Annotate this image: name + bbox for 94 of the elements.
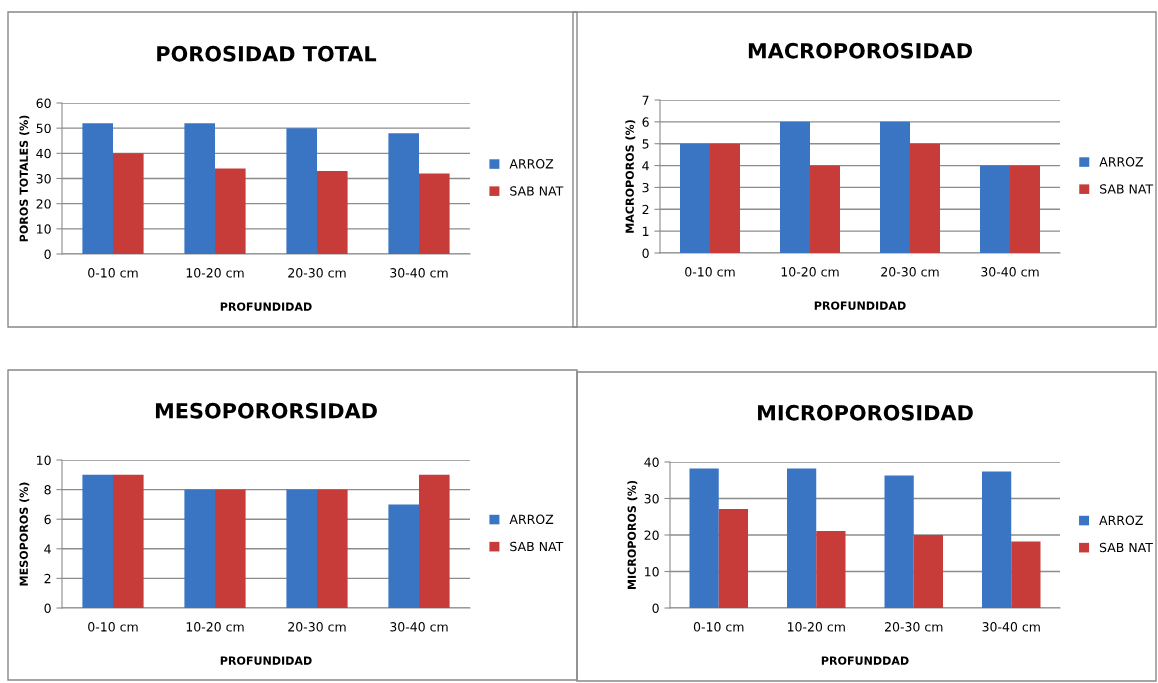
bar: [317, 170, 348, 254]
x-tick-label: 30-40 cm: [390, 622, 448, 632]
x-tick-label: 30-40 cm: [390, 268, 448, 278]
x-axis-title: PROFUNDIDAD: [220, 656, 312, 665]
bar: [82, 123, 113, 254]
bar: [816, 530, 846, 608]
y-tick-label: 30: [36, 173, 51, 184]
bar: [680, 143, 710, 253]
bar: [419, 173, 450, 254]
y-axis-title: MESOPOROS (%): [19, 482, 30, 586]
y-tick-label: 0: [44, 249, 51, 259]
y-tick-label: 8: [44, 485, 51, 495]
bar: [810, 165, 840, 253]
x-tick-label: 20-30 cm: [881, 267, 939, 277]
x-tick-label: 20-30 cm: [288, 622, 346, 632]
chart-title: MACROPOROSIDAD: [748, 42, 972, 59]
y-tick-label: 7: [642, 95, 649, 105]
y-tick-label: 4: [642, 161, 649, 171]
y-axis-title: POROS TOTALES (%): [19, 115, 30, 242]
x-axis-title: PROFUNDDAD: [821, 656, 909, 665]
x-tick-label: 20-30 cm: [288, 268, 346, 278]
y-tick-label: 40: [644, 457, 659, 467]
y-tick-label: 10: [37, 224, 51, 234]
bar: [82, 474, 113, 608]
x-tick-label: 0-10 cm: [693, 622, 744, 632]
y-tick-label: 2: [642, 204, 649, 215]
y-tick-label: 6: [44, 514, 51, 525]
legend-label: ARROZ: [1099, 515, 1143, 526]
bar: [780, 121, 810, 253]
bar: [980, 165, 1010, 253]
bar: [910, 143, 940, 253]
x-tick-label: 30-40 cm: [982, 622, 1040, 632]
bar: [1010, 165, 1040, 253]
legend-label: ARROZ: [509, 159, 554, 169]
bar: [317, 489, 348, 608]
y-tick-label: 4: [44, 544, 51, 554]
y-tick-label: 0: [652, 603, 659, 613]
y-tick-label: 20: [644, 530, 659, 540]
legend-label: ARROZ: [1099, 157, 1144, 167]
bar: [982, 471, 1012, 608]
chart-title: MICROPOROSIDAD: [758, 404, 973, 421]
bar: [718, 509, 748, 608]
legend-label: SAB NAT: [510, 541, 564, 552]
y-tick-label: 10: [645, 566, 659, 577]
y-tick-label: 0: [44, 603, 51, 613]
legend-label: ARROZ: [509, 514, 554, 525]
x-tick-label: 10-20 cm: [186, 268, 244, 278]
x-tick-label: 20-30 cm: [884, 622, 943, 632]
y-axis-title: MACROPOROS (%): [625, 120, 636, 233]
bar: [689, 468, 719, 608]
y-tick-label: 3: [642, 182, 649, 193]
x-axis-title: PROFUNDIDAD: [814, 301, 906, 310]
y-tick-label: 2: [44, 573, 51, 584]
y-tick-label: 1: [643, 226, 649, 236]
x-tick-label: 0-10 cm: [88, 268, 138, 278]
y-tick-label: 20: [36, 199, 51, 209]
x-tick-label: 0-10 cm: [88, 622, 138, 632]
x-tick-label: 30-40 cm: [981, 267, 1039, 277]
bar: [710, 143, 740, 253]
bar: [113, 474, 144, 608]
bar: [787, 468, 817, 608]
x-tick-label: 10-20 cm: [787, 622, 845, 632]
y-tick-label: 10: [37, 455, 51, 465]
bar: [184, 489, 215, 608]
chart-title: POROSIDAD TOTAL: [157, 45, 377, 62]
y-tick-label: 50: [36, 123, 51, 134]
bar: [286, 489, 317, 608]
bar: [884, 475, 914, 608]
bar: [913, 535, 943, 608]
y-tick-label: 5: [642, 139, 649, 149]
x-tick-label: 10-20 cm: [781, 267, 839, 277]
legend-label: SAB NAT: [510, 186, 564, 196]
bar: [286, 128, 317, 254]
bar: [113, 153, 144, 254]
y-tick-label: 60: [36, 98, 51, 108]
bar: [388, 504, 419, 608]
bar: [1011, 541, 1041, 608]
chart-title: MESOPORORSIDAD: [155, 402, 377, 419]
y-axis-title: MICROPOROS (%): [627, 480, 638, 590]
bar: [184, 123, 215, 254]
bar: [388, 133, 419, 254]
bar: [215, 489, 246, 608]
bar: [215, 168, 246, 254]
y-tick-label: 6: [642, 117, 649, 127]
x-tick-label: 0-10 cm: [685, 267, 735, 277]
y-tick-label: 30: [644, 493, 659, 504]
x-tick-label: 10-20 cm: [186, 622, 244, 632]
legend-label: SAB NAT: [1099, 542, 1153, 553]
y-tick-label: 40: [36, 148, 51, 159]
bar: [419, 474, 450, 608]
y-tick-label: 0: [642, 248, 649, 258]
legend-label: SAB NAT: [1100, 184, 1154, 194]
bar: [880, 121, 910, 253]
x-axis-title: PROFUNDIDAD: [220, 302, 312, 311]
